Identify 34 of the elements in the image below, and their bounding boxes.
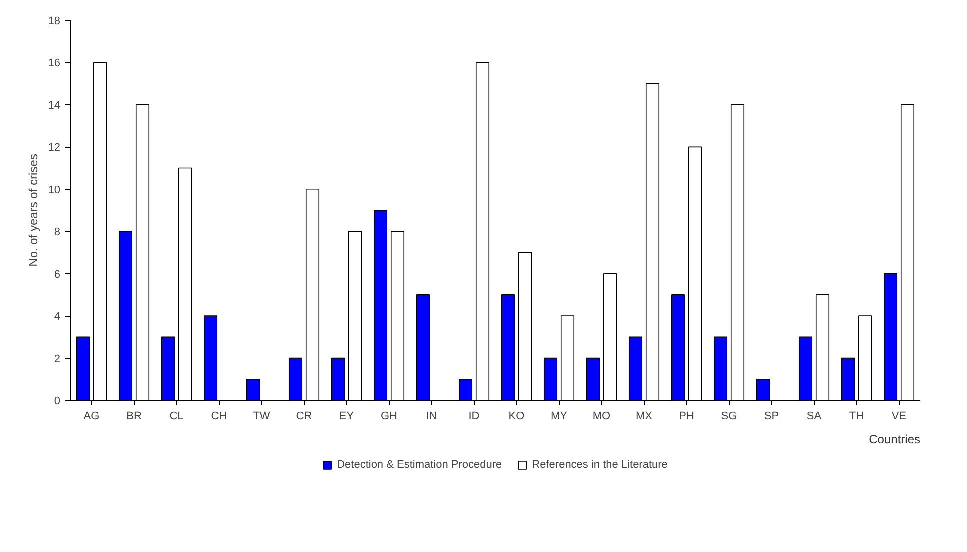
x-tick-label: MY: [551, 410, 568, 422]
x-tick-label: PH: [679, 410, 694, 422]
y-tick-label: 16: [48, 58, 61, 70]
y-tick-label: 14: [48, 100, 61, 112]
x-tick-label: MX: [636, 410, 654, 422]
x-tick-label: SA: [806, 410, 822, 422]
y-axis-title: No. of years of crises: [26, 154, 40, 267]
x-tick-label: CR: [296, 410, 312, 422]
y-tick-label: 18: [48, 16, 61, 28]
x-tick-label: CL: [170, 410, 184, 422]
legend-label: References in the Literature: [532, 459, 668, 471]
y-tick-label: 4: [54, 311, 61, 324]
x-axis-title: Countries: [869, 432, 920, 446]
x-tick-label: SP: [764, 410, 780, 422]
y-tick-label: 8: [54, 226, 61, 239]
legend-label: Detection & Estimation Procedure: [337, 459, 502, 471]
x-tick-label: CH: [211, 410, 228, 422]
x-tick-label: IN: [426, 410, 438, 422]
x-tick-label: GH: [381, 410, 398, 422]
y-tick-label: 0: [54, 396, 61, 408]
y-tick-label: 6: [54, 268, 61, 281]
x-tick-label: AG: [84, 410, 100, 422]
x-tick-label: VE: [892, 410, 907, 422]
x-tick-label: EY: [339, 410, 355, 422]
x-tick-label: TW: [253, 410, 271, 422]
x-tick-label: ID: [468, 410, 480, 422]
y-tick-label: 2: [54, 353, 61, 366]
x-tick-label: TH: [849, 410, 864, 422]
y-tick-label: 10: [48, 184, 61, 196]
x-tick-label: KO: [508, 410, 526, 422]
y-tick-label: 12: [48, 142, 61, 154]
x-tick-label: SG: [721, 410, 738, 422]
x-tick-label: MO: [592, 410, 612, 422]
x-tick-label: BR: [126, 410, 142, 422]
